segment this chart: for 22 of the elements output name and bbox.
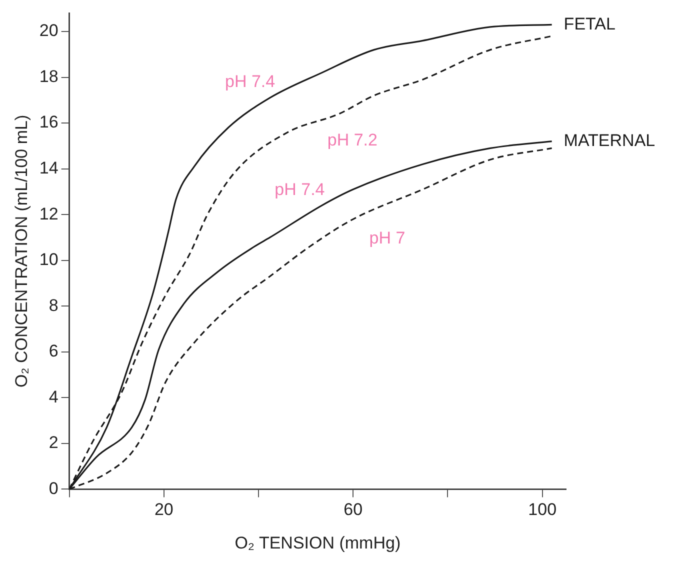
- y-tick-label: 20: [39, 21, 58, 40]
- x-tick-label: 20: [154, 500, 174, 520]
- x-tick-label: 60: [344, 500, 363, 520]
- series-label: pH 7.4: [274, 180, 325, 199]
- series-label: pH 7.4: [225, 72, 276, 92]
- y-tick-label: 16: [39, 112, 58, 132]
- y-tick-label: 12: [39, 204, 58, 224]
- y-tick-label: 8: [48, 296, 58, 315]
- x-axis-title: O₂ TENSION (mmHg): [234, 533, 401, 552]
- series-label: pH 7: [369, 228, 406, 248]
- x-tick-label: 100: [528, 500, 557, 520]
- y-tick-label: 4: [48, 387, 58, 406]
- y-tick-label: 6: [48, 342, 58, 361]
- y-tick-label: 18: [39, 66, 58, 86]
- y-axis-title: O₂ CONCENTRATION (mL/100 mL): [12, 114, 31, 388]
- annotation: FETAL: [564, 14, 616, 34]
- y-tick-label: 2: [48, 433, 58, 452]
- series-label: pH 7.2: [327, 130, 378, 150]
- y-tick-label: 10: [39, 250, 58, 270]
- y-tick-label: 0: [48, 478, 58, 498]
- y-tick-label: 14: [39, 158, 58, 178]
- annotation: MATERNAL: [564, 131, 656, 150]
